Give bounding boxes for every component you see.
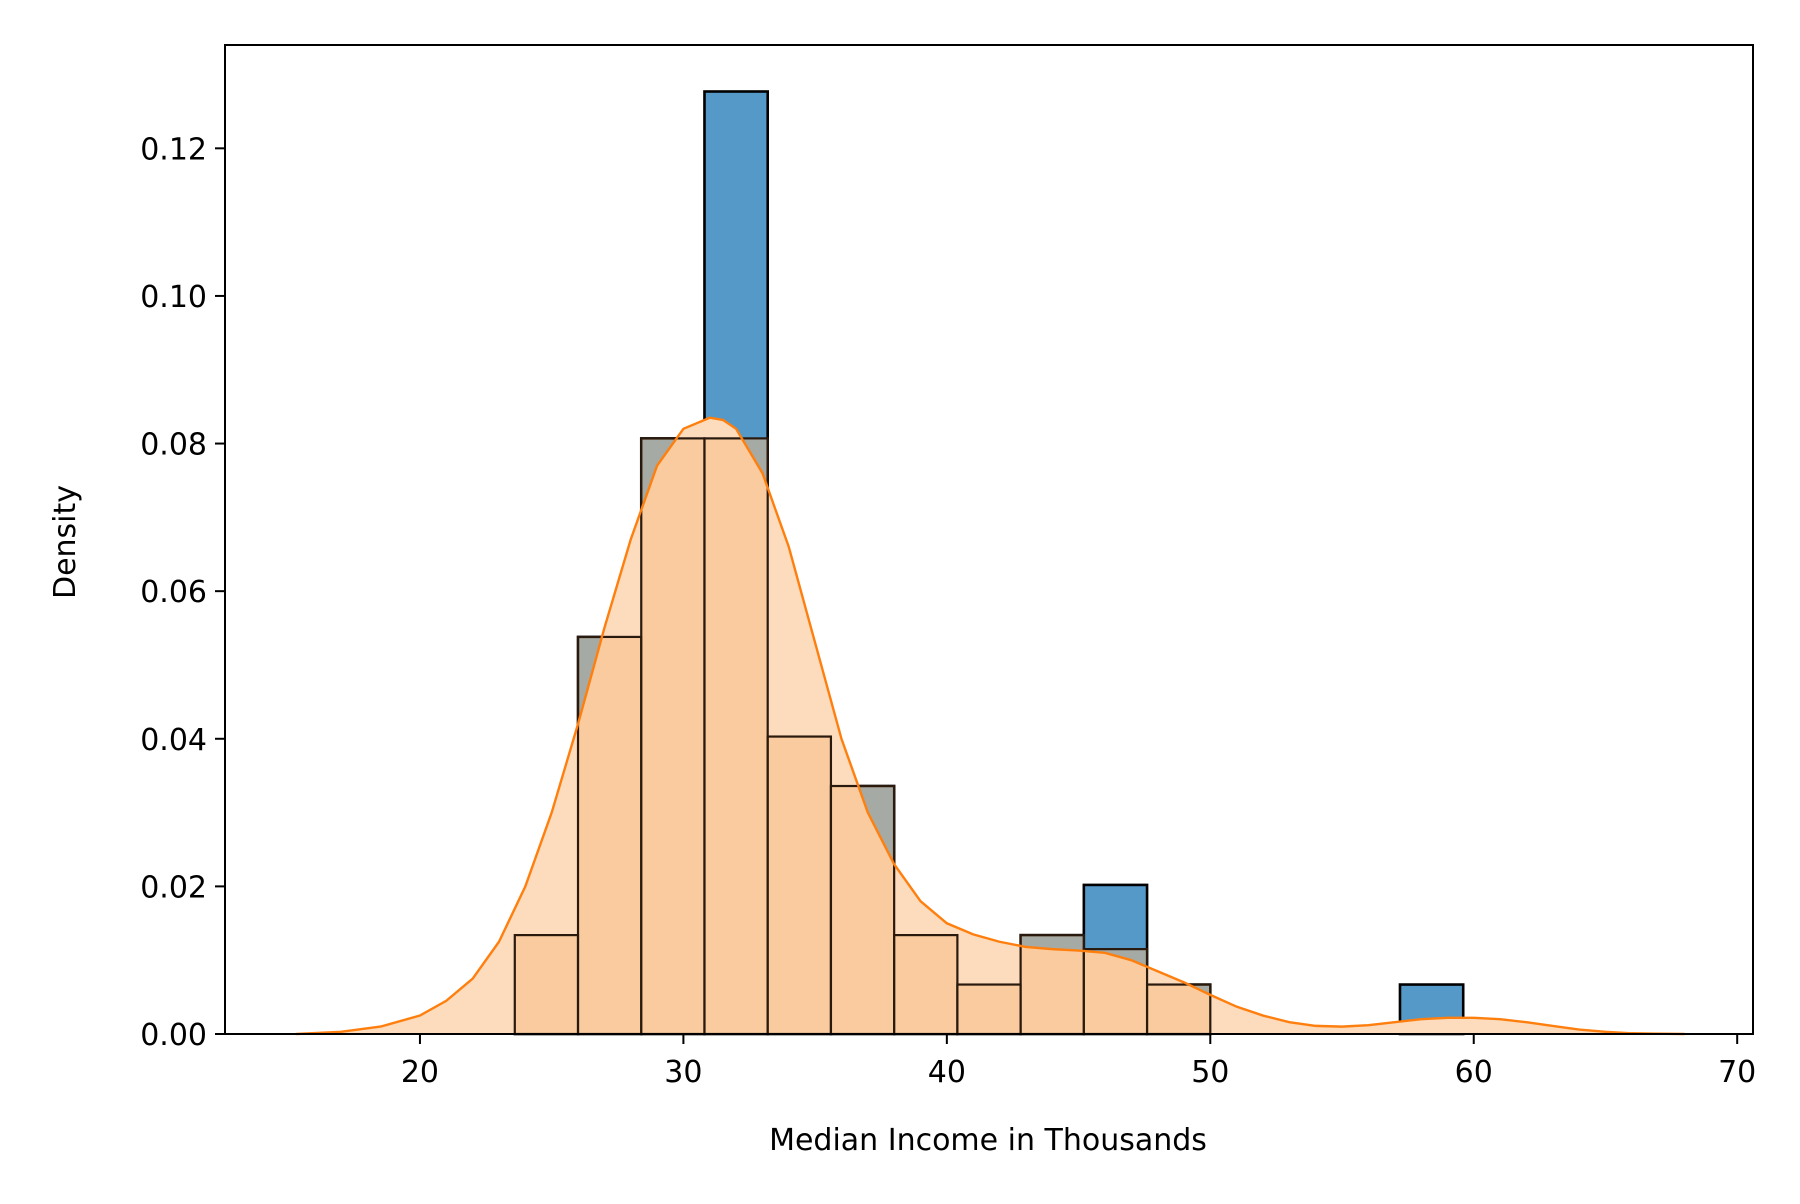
histogram-bar-overlay (766, 735, 833, 1036)
histogram-bar-overlay (513, 933, 580, 1036)
x-tick-label: 30 (664, 1055, 702, 1090)
y-axis-label: Density (48, 485, 83, 599)
x-axis-label: Median Income in Thousands (769, 1123, 1207, 1158)
histogram-bar-overlay (829, 784, 896, 1036)
histogram-bar-overlay (703, 437, 769, 1036)
kde-fill-layer (296, 417, 1685, 1034)
histogram-bar-overlay (576, 635, 643, 1036)
y-tick-label: 0.12 (140, 132, 207, 167)
x-tick-label: 20 (401, 1055, 439, 1090)
y-tick-label: 0.10 (140, 280, 207, 315)
x-tick-label: 60 (1455, 1055, 1493, 1090)
kde-area (296, 417, 1685, 1034)
histogram-layer-orange (513, 437, 1212, 1036)
histogram-bar-overlay (893, 933, 959, 1036)
x-tick-label: 40 (928, 1055, 966, 1090)
kde-line-layer (296, 416, 1685, 1036)
kde-line (296, 416, 1685, 1036)
y-tick-label: 0.08 (140, 428, 207, 463)
y-tick-label: 0.02 (140, 870, 207, 905)
x-tick-label: 70 (1718, 1055, 1756, 1090)
histogram-bar-overlay (1145, 983, 1212, 1036)
axes-layer: 20 30 40 50 60 70 0.00 0.02 0.04 0.06 0.08 0.10 0.12 (140, 44, 1756, 1090)
y-tick-label: 0.06 (140, 575, 207, 610)
histogram-bar-overlay (640, 437, 706, 1036)
histogram-bar-overlay (1019, 933, 1085, 1036)
y-tick-label: 0.04 (140, 723, 207, 758)
y-tick-label: 0.00 (140, 1018, 207, 1053)
plot-frame (224, 44, 1754, 1035)
x-tick-label: 50 (1191, 1055, 1229, 1090)
histogram-bar-overlay (956, 983, 1022, 1036)
